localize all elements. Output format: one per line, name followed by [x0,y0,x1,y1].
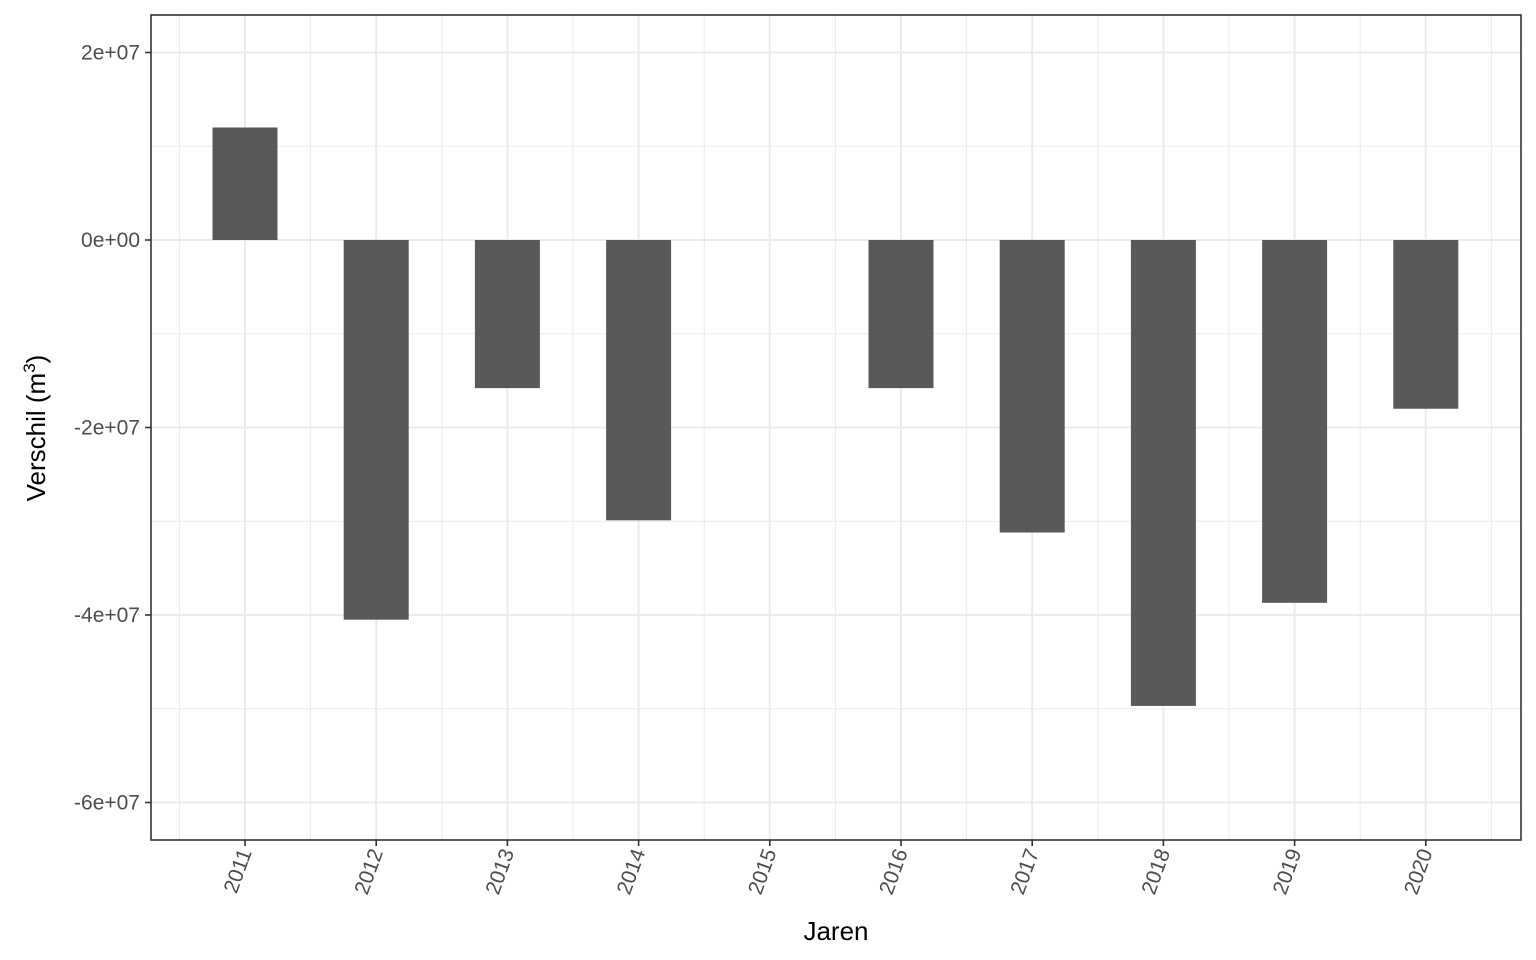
y-tick-label: 0e+00 [81,229,140,252]
y-tick-label: 2e+07 [81,42,140,65]
bar-2014 [606,240,672,521]
y-axis-title-close: ) [21,355,51,364]
y-tick-label: -2e+07 [74,417,140,440]
bars [212,127,1459,706]
y-axis: 2e+07 0e+00 -2e+07 -4e+07 -6e+07 [74,42,151,815]
y-axis-title-main: Verschil (m [21,373,51,502]
bar-2011 [212,127,278,240]
bar-2020 [1393,240,1459,409]
bar-2013 [474,240,540,389]
bar-2019 [1262,240,1328,603]
x-axis-title: Jaren [803,916,868,946]
y-tick-label: -6e+07 [74,792,140,815]
bar-2016 [868,240,934,389]
y-axis-title: Verschil (m3) [20,355,51,502]
y-tick-label: -4e+07 [74,604,140,627]
bar-2017 [999,240,1065,533]
bar-2012 [343,240,409,620]
y-axis-title-superscript: 3 [20,363,39,372]
bar-2018 [1130,240,1196,706]
